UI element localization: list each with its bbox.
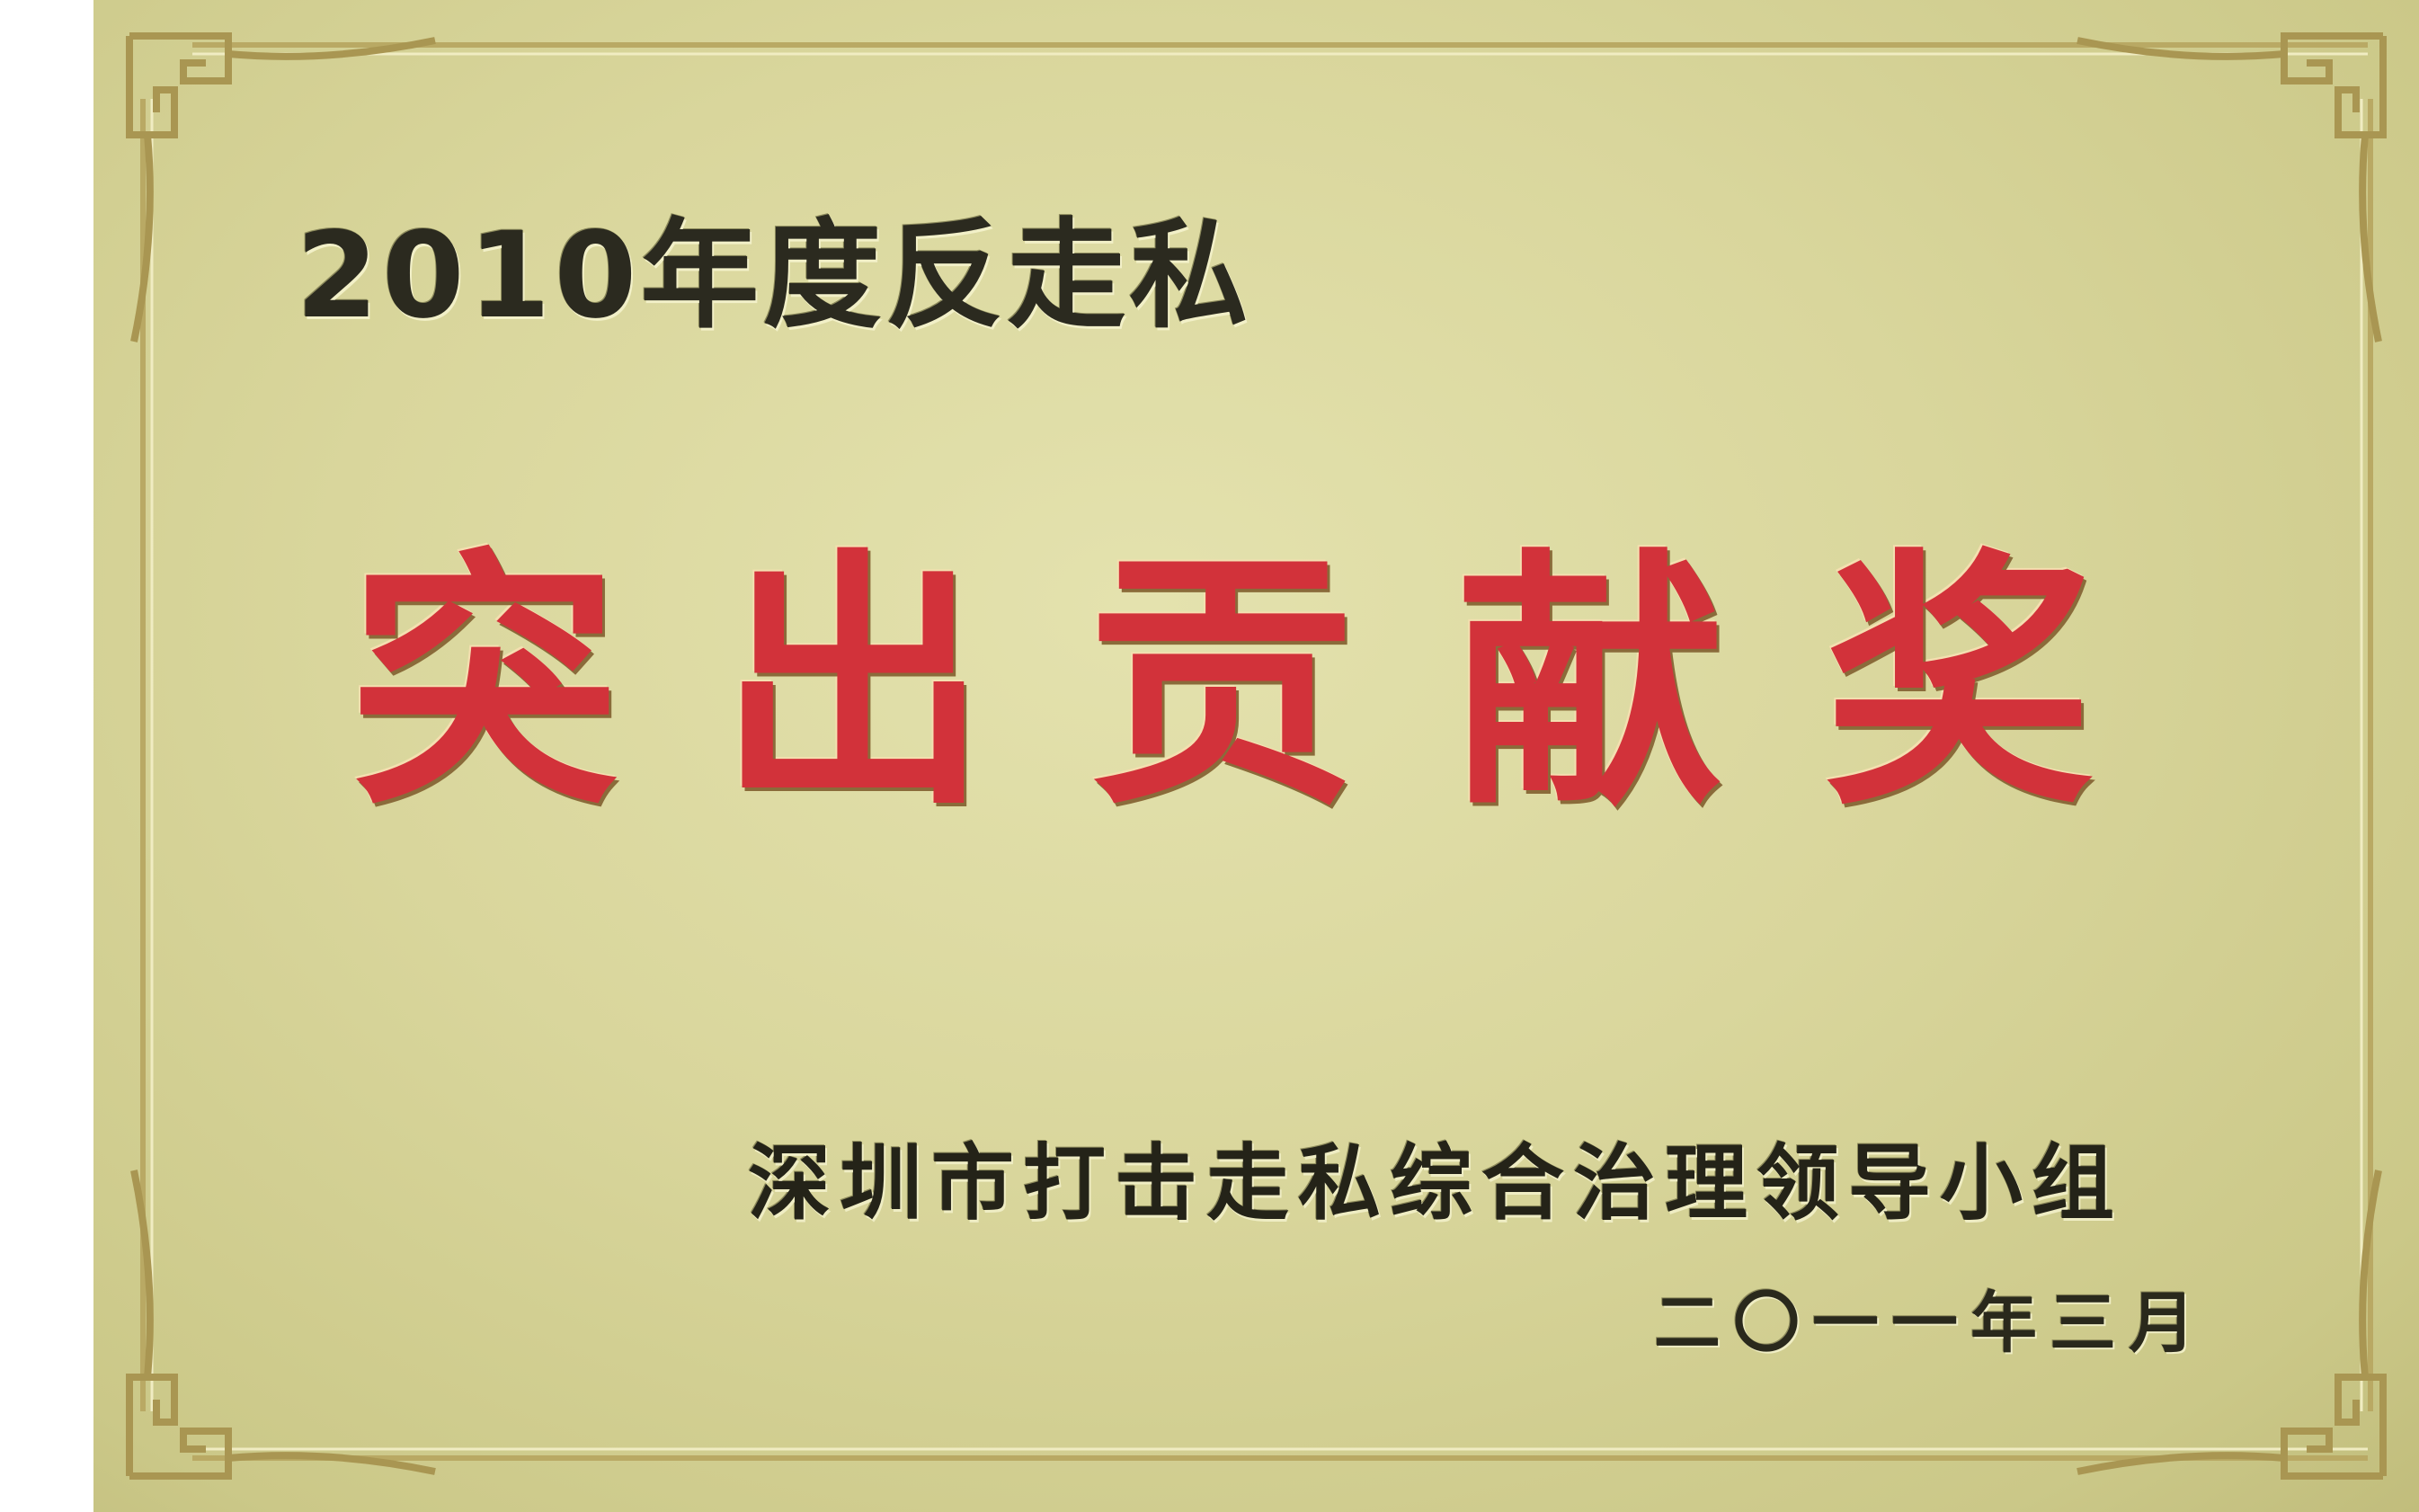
chinese-fret-corner-icon — [2077, 1170, 2387, 1480]
award-name: 突出贡献奖 — [350, 524, 2192, 841]
award-year-title: 2010年度反走私 — [296, 207, 1252, 345]
issuing-organization: 深圳市打击走私综合治理领导小组 — [748, 1134, 2124, 1232]
plaque-border — [126, 32, 2387, 1480]
chinese-fret-corner-icon — [126, 1170, 436, 1480]
issue-date: 二〇一一年三月 — [1654, 1285, 2208, 1362]
chinese-fret-corner-icon — [126, 32, 436, 342]
award-plaque: 2010年度反走私 突出贡献奖 深圳市打击走私综合治理领导小组 二〇一一年三月 — [93, 0, 2419, 1512]
chinese-fret-corner-icon — [2077, 32, 2387, 342]
